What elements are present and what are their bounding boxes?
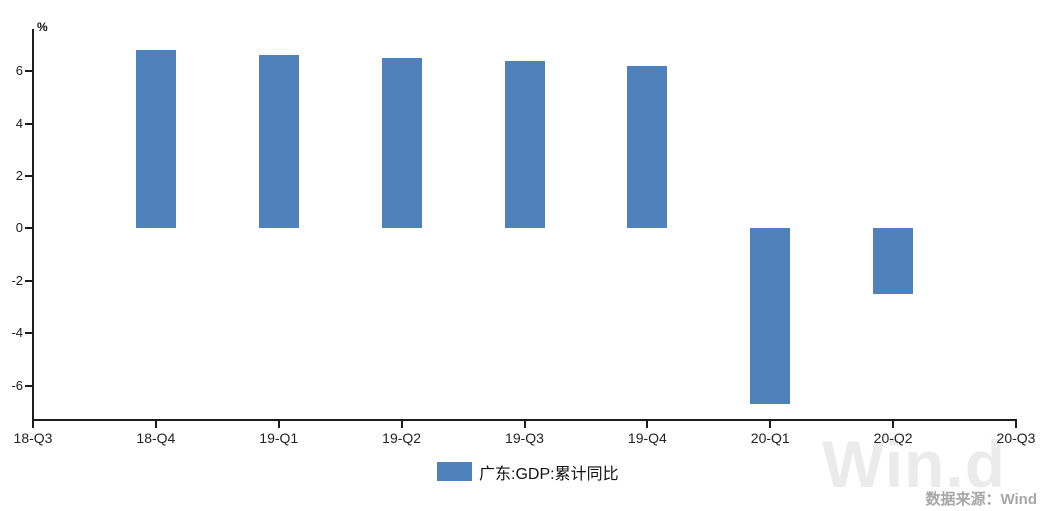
bar-19-Q1 (258, 55, 299, 229)
bar-20-Q1 (750, 228, 791, 404)
x-tick (523, 421, 526, 428)
y-tick (25, 122, 32, 125)
x-tick-label: 18-Q4 (136, 430, 176, 446)
data-source-label: 数据来源：Wind (925, 491, 1037, 508)
y-tick (25, 332, 32, 335)
bar-19-Q4 (627, 65, 668, 229)
y-tick-label: -4 (11, 325, 23, 341)
x-tick-label: 20-Q1 (750, 430, 790, 446)
y-axis-line (32, 29, 34, 421)
x-axis-line (32, 419, 1017, 421)
wind-watermark: Win.d (822, 427, 1007, 501)
x-tick (32, 421, 34, 428)
x-tick-label: 19-Q2 (382, 430, 422, 446)
y-tick-label: 2 (15, 167, 23, 183)
y-tick-label: 0 (15, 220, 23, 236)
y-tick (25, 70, 32, 73)
x-tick (646, 421, 649, 428)
bar-18-Q4 (135, 50, 176, 229)
y-tick (25, 279, 32, 282)
bar-20-Q2 (873, 228, 914, 294)
x-tick-label: 18-Q3 (13, 430, 53, 446)
x-tick-label: 20-Q3 (996, 430, 1036, 446)
x-tick (769, 421, 772, 428)
x-tick (154, 421, 157, 428)
bar-19-Q2 (381, 58, 422, 229)
legend: 广东:GDP:累计同比 (437, 461, 619, 483)
y-tick-label: 4 (15, 115, 23, 131)
y-tick (25, 174, 32, 177)
x-tick-label: 20-Q2 (873, 430, 913, 446)
bar-19-Q3 (504, 60, 545, 229)
y-axis-unit-label: % (37, 20, 48, 34)
x-tick-label: 19-Q3 (505, 430, 544, 446)
x-tick-label: 19-Q4 (627, 430, 667, 446)
x-tick (1015, 421, 1017, 428)
x-tick (277, 421, 280, 428)
x-tick (400, 421, 403, 428)
y-tick (25, 227, 32, 230)
legend-label: 广东:GDP:累计同比 (479, 465, 619, 483)
y-tick-label: -6 (11, 377, 23, 393)
legend-swatch (437, 462, 472, 481)
y-tick-label: -2 (11, 272, 23, 288)
y-tick-label: 6 (15, 63, 23, 79)
y-tick (25, 384, 32, 387)
x-tick (892, 421, 895, 428)
x-tick-label: 19-Q1 (259, 430, 299, 446)
